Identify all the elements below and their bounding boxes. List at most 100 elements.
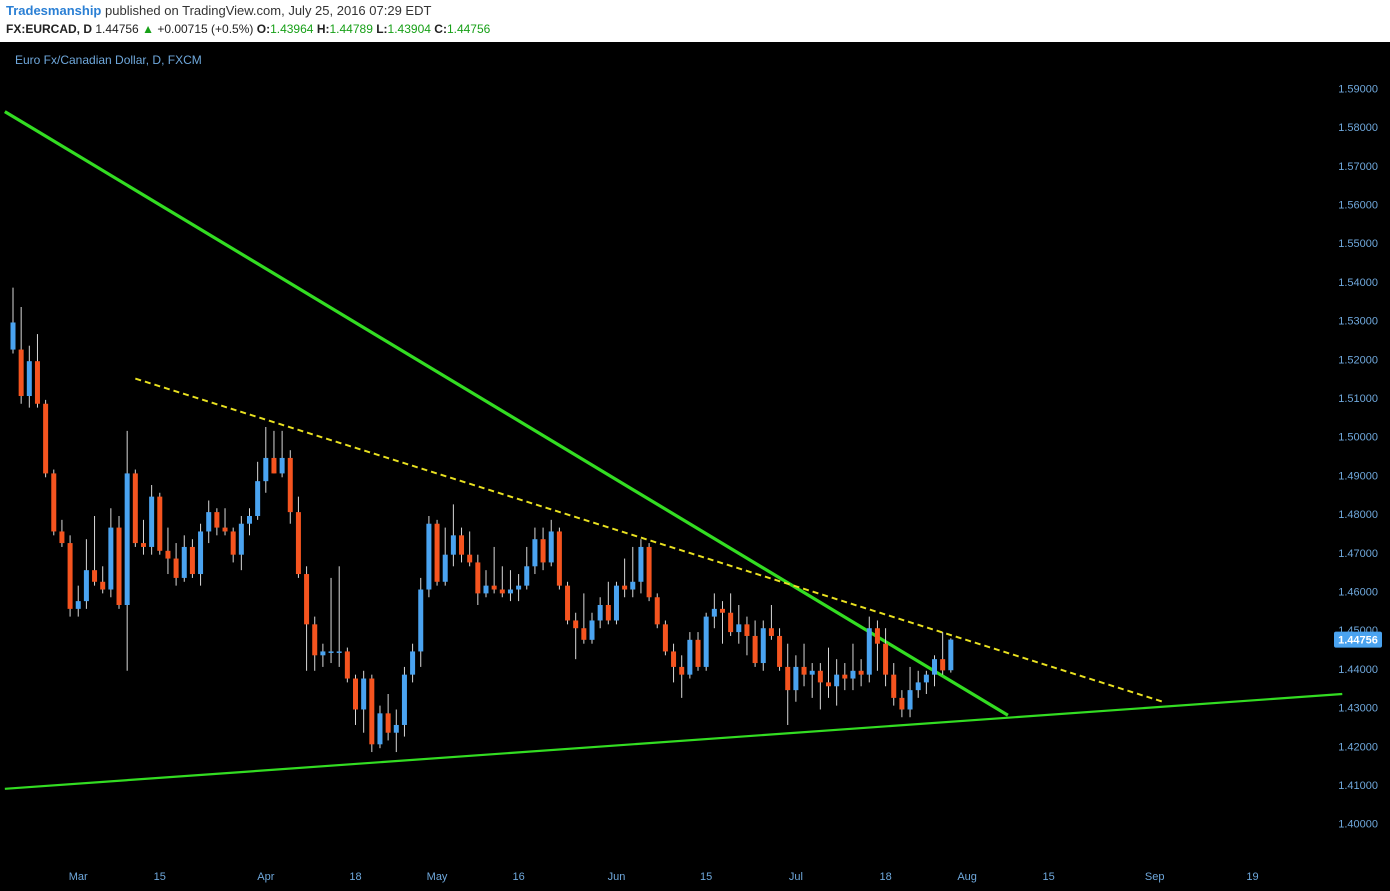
candle-body <box>214 512 220 528</box>
candle <box>752 620 758 667</box>
candle <box>344 647 350 683</box>
candle-body <box>328 651 334 653</box>
candle <box>777 628 783 671</box>
candle-body <box>312 624 318 656</box>
time-tick-label: 15 <box>700 871 712 883</box>
candle-body <box>18 349 24 397</box>
candles <box>10 287 954 753</box>
candle-body <box>83 570 89 602</box>
candle-body <box>711 608 717 617</box>
price-tick-label: 1.54000 <box>1338 277 1378 289</box>
candle-body <box>157 496 163 551</box>
low-value: 1.43904 <box>387 22 431 36</box>
candle <box>540 527 546 571</box>
candle <box>630 546 636 598</box>
candle-body <box>410 651 416 675</box>
candle-body <box>434 523 440 582</box>
candle-body <box>100 581 106 590</box>
time-tick-label: Mar <box>69 871 88 883</box>
candle-body <box>344 651 350 679</box>
candle <box>43 399 49 478</box>
time-tick-label: 19 <box>1246 871 1258 883</box>
candle <box>328 577 334 664</box>
candle <box>279 430 285 478</box>
time-tick-label: Jun <box>608 871 626 883</box>
published-text: published on TradingView.com, July 25, 2… <box>105 3 432 18</box>
candle-body <box>26 361 32 397</box>
candle <box>483 570 489 598</box>
candle <box>654 593 660 629</box>
candle-body <box>809 670 815 675</box>
candle <box>899 690 905 718</box>
candle <box>622 558 628 598</box>
candle <box>92 515 98 586</box>
candle <box>507 570 513 602</box>
candle-body <box>149 496 155 547</box>
time-tick-label: Apr <box>257 871 274 883</box>
candle <box>842 663 848 691</box>
price-tick-label: 1.50000 <box>1338 432 1378 444</box>
candle <box>181 535 187 582</box>
price-axis[interactable]: 1.400001.410001.420001.430001.440001.450… <box>1338 83 1378 830</box>
candle <box>581 593 587 644</box>
candle <box>34 334 40 408</box>
candle <box>140 519 146 555</box>
candle-body <box>866 628 872 675</box>
candle <box>662 620 668 656</box>
candle-body <box>271 457 277 474</box>
candle <box>646 543 652 602</box>
candle-body <box>948 639 954 671</box>
price-tick-label: 1.44000 <box>1338 664 1378 676</box>
candle-body <box>124 473 130 605</box>
trendlines[interactable] <box>4 110 1343 790</box>
candle <box>516 574 522 602</box>
candle-body <box>198 531 204 575</box>
candle <box>817 663 823 710</box>
price-tick-label: 1.40000 <box>1338 819 1378 831</box>
candle-body <box>353 678 359 710</box>
candle-body <box>923 674 929 683</box>
candle-body <box>891 674 897 698</box>
candle-body <box>826 682 831 687</box>
candle <box>565 581 571 625</box>
close-value: 1.44756 <box>446 22 491 36</box>
candle <box>401 666 407 737</box>
candle <box>785 643 791 725</box>
candle-body <box>67 543 73 609</box>
candle-body <box>287 457 293 513</box>
candle-body <box>532 539 538 567</box>
time-axis[interactable]: Mar 15 Apr 18 May 16 Jun 15 Jul 18 Aug 15 Sep 19 <box>69 871 1259 883</box>
candle-body <box>140 543 146 547</box>
candle-body <box>499 589 505 594</box>
price-tick-label: 1.59000 <box>1338 83 1378 95</box>
candle-body <box>654 597 660 625</box>
author-link[interactable]: Tradesmanship <box>6 3 102 18</box>
candle <box>246 508 252 536</box>
candle <box>377 705 383 749</box>
falling-trendline[interactable] <box>4 110 1009 717</box>
rising-trendline[interactable] <box>4 692 1343 790</box>
candle-body <box>401 674 407 725</box>
candle <box>695 632 701 671</box>
candle-body <box>573 620 579 629</box>
price-tick-label: 1.57000 <box>1338 161 1378 173</box>
candle <box>320 643 326 667</box>
candle <box>826 647 831 698</box>
price-chart[interactable]: Euro Fx/Canadian Dollar, D, FXCM 1.40000… <box>0 42 1390 891</box>
candle <box>597 597 603 629</box>
candle <box>165 527 171 575</box>
candle <box>891 663 897 706</box>
candle-body <box>369 678 375 745</box>
time-tick-label: Sep <box>1145 871 1165 883</box>
price-tick-label: 1.48000 <box>1338 509 1378 521</box>
candle-body <box>556 531 562 586</box>
candle <box>760 620 766 671</box>
candle <box>589 612 595 644</box>
candle-body <box>255 481 261 516</box>
price-tick-label: 1.41000 <box>1338 780 1378 792</box>
candle-body <box>230 531 236 555</box>
candle-body <box>263 457 269 482</box>
candle-body <box>646 546 652 598</box>
candle-body <box>385 713 391 733</box>
candle-body <box>173 558 179 578</box>
